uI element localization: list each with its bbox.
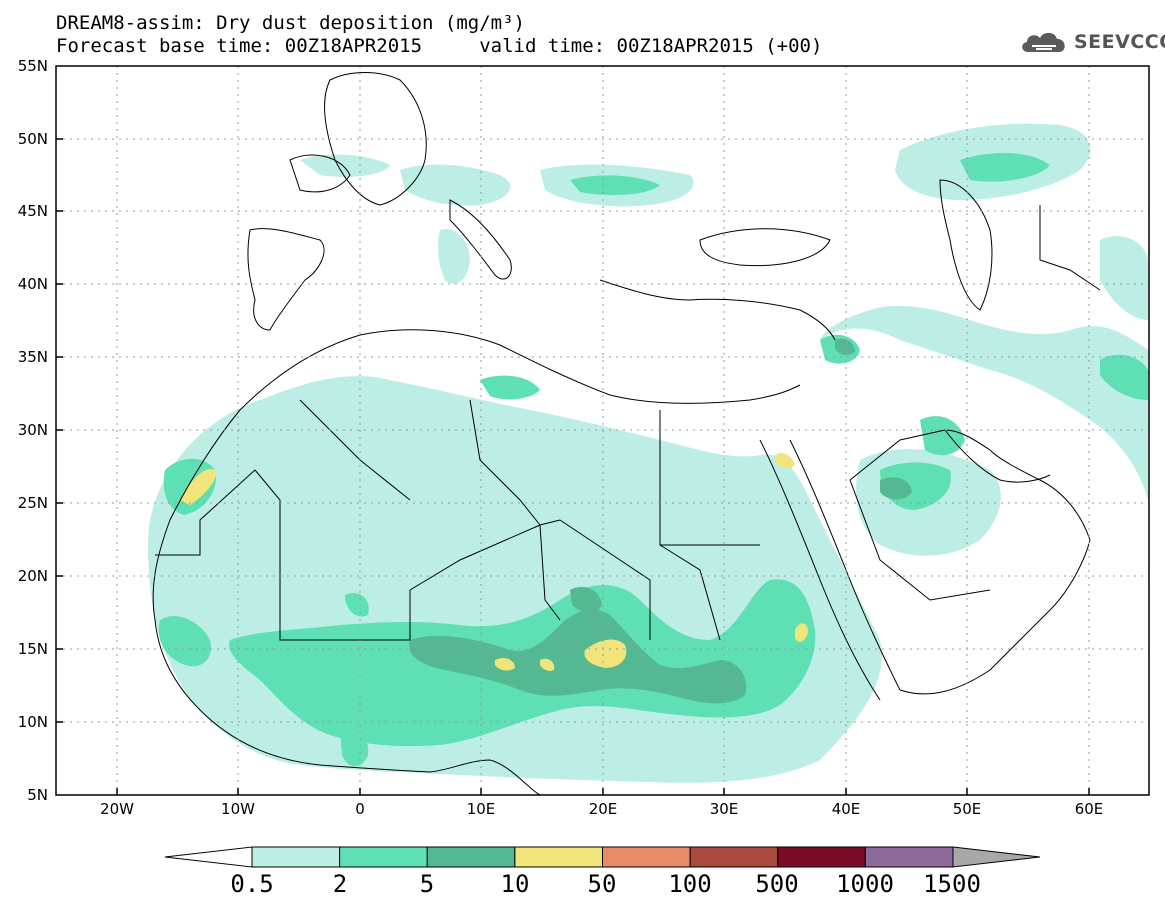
lon-label: 30E <box>709 800 739 818</box>
colorbar-label: 500 <box>755 870 799 898</box>
contour-level-5 <box>409 609 747 704</box>
colorbar-segment <box>251 846 341 868</box>
colorbar-label: 100 <box>668 870 712 898</box>
colorbar-segment <box>777 846 866 868</box>
lat-label: 15N <box>17 640 48 658</box>
colorbar-label: 10 <box>500 870 530 898</box>
colorbar-label: 1000 <box>836 870 894 898</box>
logo-text: SEEVCCC <box>1074 31 1165 53</box>
colorbar-label: 50 <box>587 870 617 898</box>
lon-label: 20W <box>100 800 134 818</box>
lat-label: 55N <box>17 57 48 75</box>
colorbar-segment <box>602 846 691 868</box>
lat-label: 5N <box>27 786 48 804</box>
lat-label: 35N <box>17 348 48 366</box>
colorbar-label: 5 <box>419 870 435 898</box>
colorbar-segment <box>426 846 516 868</box>
colorbar <box>164 846 1041 868</box>
lat-label: 20N <box>17 567 48 585</box>
lat-label: 25N <box>17 494 48 512</box>
map-title: DREAM8-assim: Dry dust deposition (mg/m³… <box>56 12 525 34</box>
colorbar-label: 2 <box>332 870 348 898</box>
colorbar-segment <box>689 846 779 868</box>
frame-ticks <box>56 138 1090 795</box>
colorbar-segment <box>514 846 603 868</box>
lat-label: 30N <box>17 421 48 439</box>
cloud-icon <box>1022 32 1065 52</box>
grid-lines <box>56 66 1149 795</box>
lon-label: 10W <box>221 800 255 818</box>
dust-contours-3 <box>409 338 912 704</box>
colorbar-segment <box>864 846 954 868</box>
lat-label: 10N <box>17 713 48 731</box>
forecast-times: Forecast base time: 00Z18APR2015 valid t… <box>56 35 823 57</box>
seevccc-logo: SEEVCCC <box>1018 27 1165 57</box>
lon-label: 40E <box>831 800 861 818</box>
lon-label: 10E <box>466 800 496 818</box>
lon-label: 60E <box>1074 800 1104 818</box>
lat-label: 45N <box>17 202 48 220</box>
lon-label: 0 <box>355 800 365 818</box>
coastlines-borders <box>152 72 1101 796</box>
colorbar-segment <box>339 846 428 868</box>
lat-label: 50N <box>17 130 48 148</box>
colorbar-arrow-low <box>164 846 253 868</box>
dust-contours-4 <box>180 453 808 671</box>
lon-label: 50E <box>952 800 982 818</box>
lat-label: 40N <box>17 275 48 293</box>
contour-level-10 <box>180 469 216 505</box>
lon-label: 20E <box>588 800 618 818</box>
colorbar-arrow-high <box>952 846 1041 868</box>
colorbar-label: 1500 <box>923 870 981 898</box>
colorbar-label: 0.5 <box>230 870 274 898</box>
